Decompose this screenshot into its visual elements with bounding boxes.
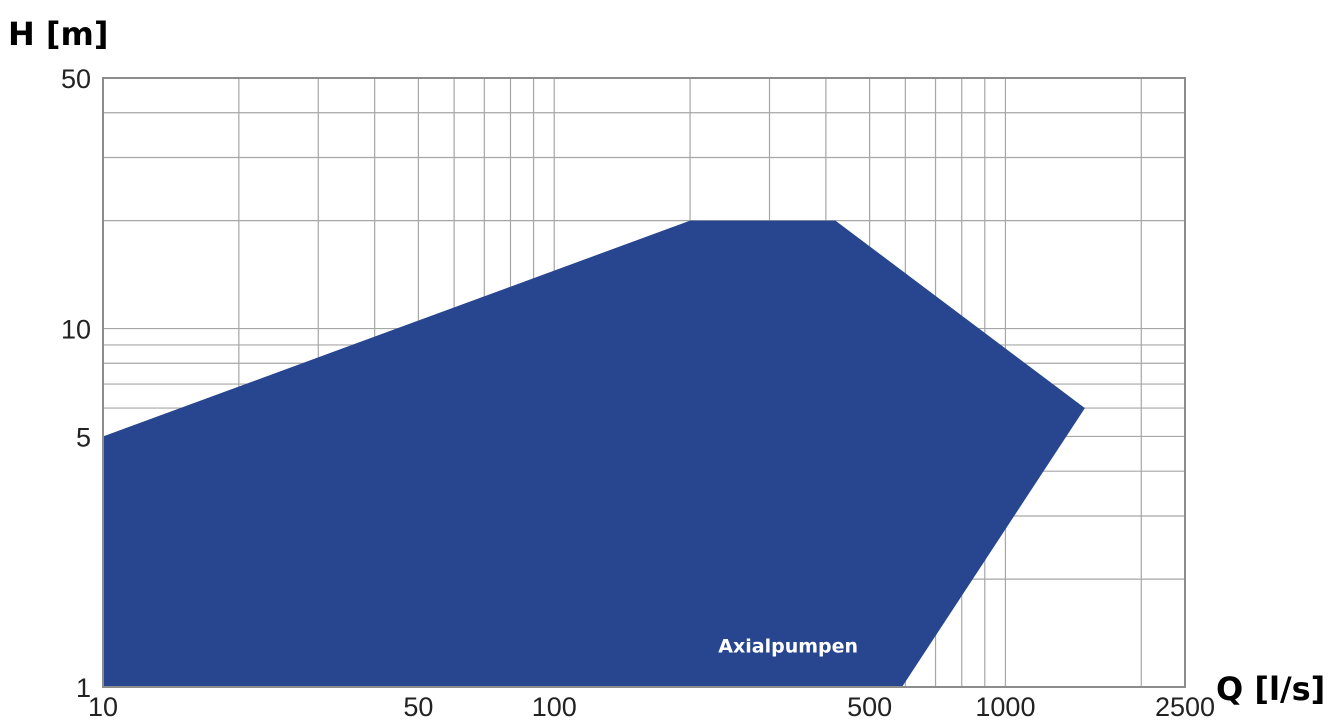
x-tick-label: 50 xyxy=(403,692,433,722)
axialpumpen-region xyxy=(103,220,1085,687)
annotation-layer: Axialpumpen xyxy=(718,635,858,657)
x-tick-label: 1000 xyxy=(975,692,1035,722)
tick-labels: 10 50 100 500 1000 2500 1 5 10 50 xyxy=(61,64,1215,722)
plot-frame xyxy=(102,77,1186,688)
y-tick-label: 10 xyxy=(61,315,91,345)
x-tick-label: 2500 xyxy=(1155,692,1215,722)
y-tick-label: 50 xyxy=(61,64,91,94)
area-layer xyxy=(103,220,1085,687)
x-tick-label: 10 xyxy=(88,692,118,722)
x-axis-title: Q [l/s] xyxy=(1216,670,1325,708)
x-tick-label: 500 xyxy=(847,692,892,722)
x-tick-label: 100 xyxy=(532,692,577,722)
y-tick-label: 5 xyxy=(76,422,91,452)
axialpumpen-label: Axialpumpen xyxy=(718,635,858,657)
y-tick-label: 1 xyxy=(76,673,91,703)
y-axis-title: H [m] xyxy=(8,15,109,53)
